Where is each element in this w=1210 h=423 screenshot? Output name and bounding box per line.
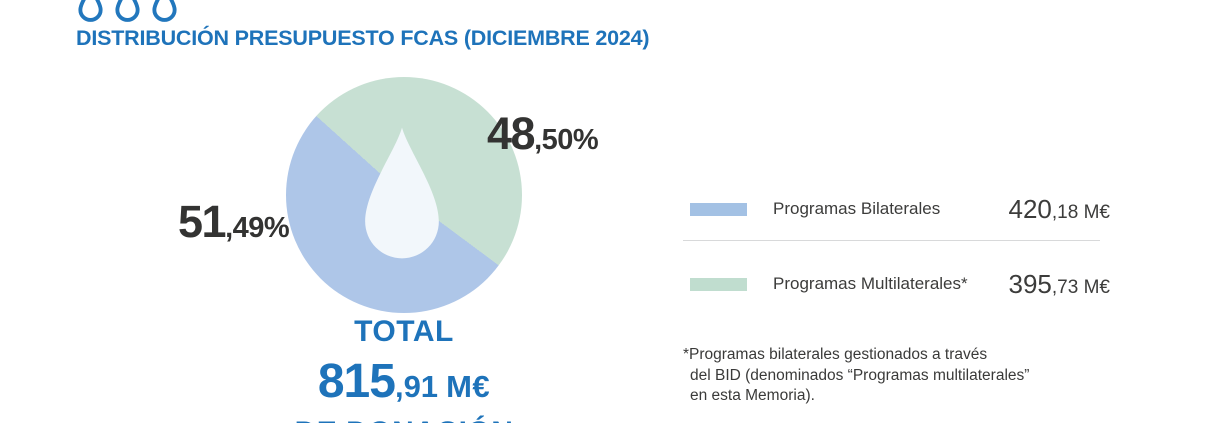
footnote-line: del BID (denominados “Programas multilat… (690, 366, 1030, 384)
footnote-line: en esta Memoria). (690, 387, 815, 404)
total-amount-unit: M€ (446, 369, 491, 404)
amount-main: 395 (1008, 268, 1052, 299)
legend-amount-multilaterales: 395,73 M€ (1009, 269, 1110, 300)
legend-amount-bilaterales: 420,18 M€ (1009, 194, 1110, 225)
total-label: TOTAL (354, 315, 454, 348)
legend-swatch-bilaterales (690, 202, 747, 216)
total-sublabel: DE DONACIÓN (254, 416, 554, 423)
percent-label-multilaterales: 48,50% (487, 108, 599, 160)
legend-label-multilaterales: Programas Multilaterales* (773, 274, 968, 293)
percent-main: 51 (178, 196, 227, 247)
page-title: DISTRIBUCIÓN PRESUPUESTO FCAS (DICIEMBRE… (76, 26, 650, 50)
amount-decimals-unit: ,18 M€ (1051, 201, 1110, 223)
amount-decimals-unit: ,73 M€ (1051, 276, 1110, 298)
legend-row-multilaterales: Programas Multilaterales* 395,73 M€ (690, 269, 1110, 300)
legend-swatch-multilaterales (690, 277, 747, 291)
legend-row-bilaterales: Programas Bilaterales 420,18 M€ (690, 194, 1110, 225)
legend-label-bilaterales: Programas Bilaterales (773, 199, 941, 218)
total-amount: 815,91 M€ (254, 354, 554, 409)
total-block: TOTAL 815,91M€ DE DONACIÓN (254, 315, 554, 423)
percent-decimals: ,49% (225, 212, 290, 244)
footnote-line: *Programas bilaterales gestionados a tra… (683, 346, 988, 363)
amount-main: 420 (1008, 193, 1052, 224)
legend-divider (683, 240, 1100, 241)
water-drop-outline-icon (78, 0, 103, 22)
footnote: *Programas bilaterales gestionados a tra… (683, 345, 1029, 407)
water-drop-outline-icon (152, 0, 177, 22)
percent-main: 48 (487, 108, 536, 159)
water-drop-icon (365, 127, 439, 259)
total-amount-decimals: ,91 (394, 369, 439, 404)
percent-label-bilaterales: 51,49% (178, 196, 290, 248)
three-water-drops-icon (76, 0, 179, 22)
water-drop-outline-icon (115, 0, 140, 22)
percent-decimals: ,50% (534, 124, 599, 156)
total-amount-main: 815 (317, 355, 396, 408)
